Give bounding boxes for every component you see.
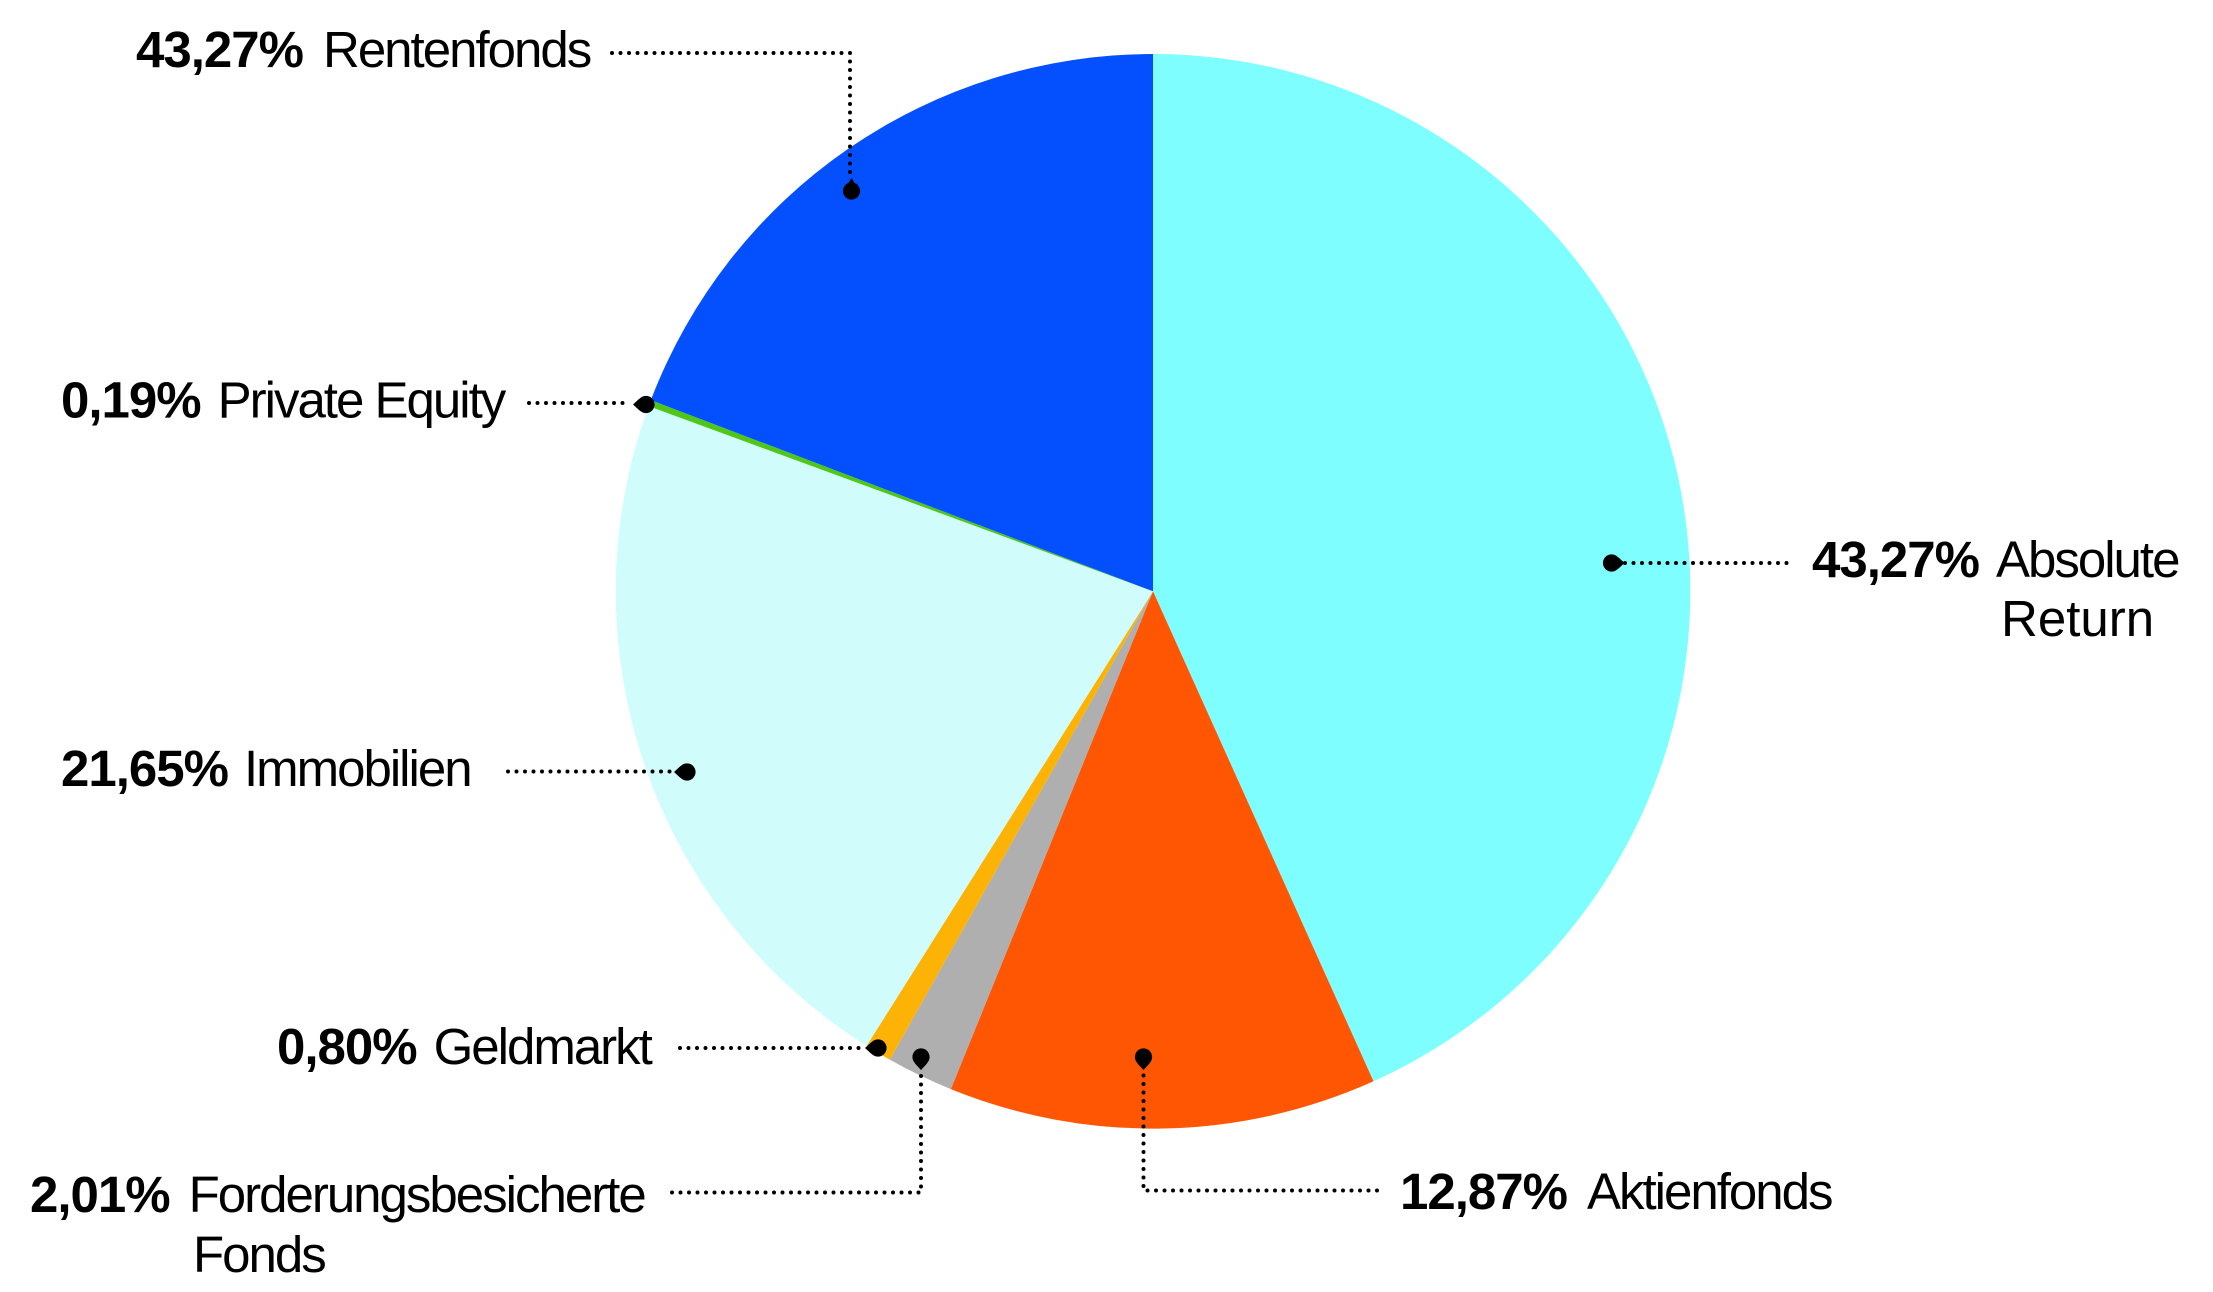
svg-text:2,01%Forderungsbesicherte: 2,01% Forderungsbesicherte: [30, 1166, 645, 1223]
svg-text:Fonds: Fonds: [193, 1226, 325, 1283]
svg-text:21,65%Immobilien: 21,65% Immobilien: [61, 740, 471, 797]
svg-text:43,27%Rentenfonds: 43,27% Rentenfonds: [136, 21, 591, 78]
svg-text:0,19%Private Equity: 0,19% Private Equity: [61, 372, 507, 429]
svg-text:0,80%Geldmarkt: 0,80% Geldmarkt: [277, 1018, 653, 1075]
svg-text:43,27%Absolute: 43,27% Absolute: [1812, 531, 2179, 588]
svg-text:Return: Return: [2001, 590, 2154, 647]
svg-text:12,87%Aktienfonds: 12,87% Aktienfonds: [1400, 1163, 1832, 1220]
